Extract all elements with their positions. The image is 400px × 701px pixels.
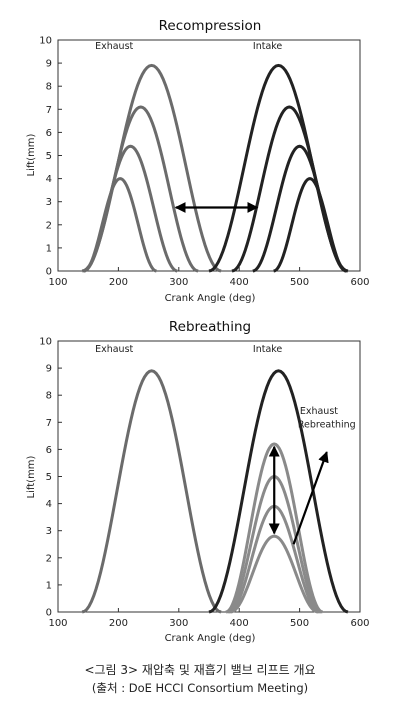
exhaust-lift-curve — [81, 63, 222, 273]
y-tick-label: 1 — [46, 243, 52, 254]
annotation-group: Exhaust Intake — [95, 41, 283, 213]
y-tick-label: 6 — [46, 445, 52, 456]
x-tick-label: 300 — [169, 618, 188, 629]
y-tick-label: 0 — [46, 608, 52, 619]
single-arrow — [292, 451, 329, 545]
y-tick-label: 5 — [46, 472, 52, 483]
intake-lift-curve — [208, 369, 349, 614]
y-tick-label: 9 — [46, 59, 52, 70]
exhaust-lift-curve — [83, 177, 157, 273]
y-tick-label: 4 — [46, 174, 52, 185]
y-tick-label: 8 — [46, 82, 52, 93]
annotation-label: Exhaust — [300, 406, 338, 417]
plot-frame — [57, 39, 361, 272]
x-tick-label: 100 — [48, 277, 67, 288]
x-tick-label: 400 — [230, 277, 249, 288]
y-tick-label: 10 — [39, 337, 52, 348]
figure-source: (출처 : DoE HCCI Consortium Meeting) — [91, 681, 309, 695]
y-tick-label: 7 — [46, 418, 52, 429]
y-tick-label: 3 — [46, 526, 52, 537]
y-tick-label: 0 — [46, 267, 52, 278]
rebreathing-lift-curve — [225, 442, 323, 614]
x-tick-label: 400 — [230, 618, 249, 629]
y-tick-label: 10 — [39, 36, 52, 47]
annotation-group: Exhaust Intake Exhaust Rebreathing — [95, 344, 356, 545]
x-tick-label: 200 — [109, 277, 128, 288]
y-tick-label: 1 — [46, 580, 52, 591]
y-tick-label: 4 — [46, 499, 52, 510]
chart-title: Rebreathing — [169, 319, 251, 335]
y-tick-label: 2 — [46, 220, 52, 231]
x-tick-label: 500 — [290, 277, 309, 288]
recompression-panel: Recompression Lift(mm) Crank Angle (deg)… — [26, 18, 370, 304]
intake-lift-curve — [231, 105, 348, 273]
x-tick-label: 100 — [48, 618, 67, 629]
tick-group: 100 200 300 400 500 600 0 1 2 3 4 5 6 7 8 9 10 — [39, 337, 369, 630]
annotation-label: Rebreathing — [298, 420, 356, 431]
x-tick-label: 600 — [350, 277, 369, 288]
x-axis-label: Crank Angle (deg) — [165, 633, 256, 644]
exhaust-lift-curve — [83, 105, 199, 273]
tick-group: 100 200 300 400 500 600 0 1 2 3 4 5 6 7 8 9 10 — [39, 36, 369, 289]
exhaust-lift-curve — [81, 369, 222, 614]
y-tick-label: 6 — [46, 128, 52, 139]
figure-caption: <그림 3> 재압축 및 재흡기 밸브 리프트 개요 — [84, 663, 316, 677]
y-tick-label: 3 — [46, 197, 52, 208]
x-tick-label: 500 — [290, 618, 309, 629]
annotation-label: Intake — [253, 41, 283, 52]
x-tick-label: 200 — [109, 618, 128, 629]
plot-frame — [57, 340, 361, 613]
series-group — [81, 63, 349, 273]
y-axis-label: Lift(mm) — [26, 455, 37, 498]
y-tick-label: 8 — [46, 391, 52, 402]
x-axis-label: Crank Angle (deg) — [165, 293, 256, 304]
annotation-label: Exhaust — [95, 41, 133, 52]
y-axis-label: Lift(mm) — [26, 133, 37, 176]
annotation-label: Intake — [253, 344, 283, 355]
series-group — [81, 369, 349, 614]
intake-lift-curve — [208, 63, 349, 273]
y-tick-label: 7 — [46, 105, 52, 116]
chart-title: Recompression — [159, 18, 262, 34]
rebreathing-panel: Rebreathing Lift(mm) Crank Angle (deg) 1… — [26, 319, 370, 644]
y-tick-label: 2 — [46, 553, 52, 564]
x-tick-label: 300 — [169, 277, 188, 288]
x-tick-label: 600 — [350, 618, 369, 629]
annotation-label: Exhaust — [95, 344, 133, 355]
intake-lift-curve — [273, 177, 347, 273]
y-tick-label: 5 — [46, 151, 52, 162]
rebreathing-lift-curve — [230, 534, 319, 614]
y-tick-label: 9 — [46, 364, 52, 375]
